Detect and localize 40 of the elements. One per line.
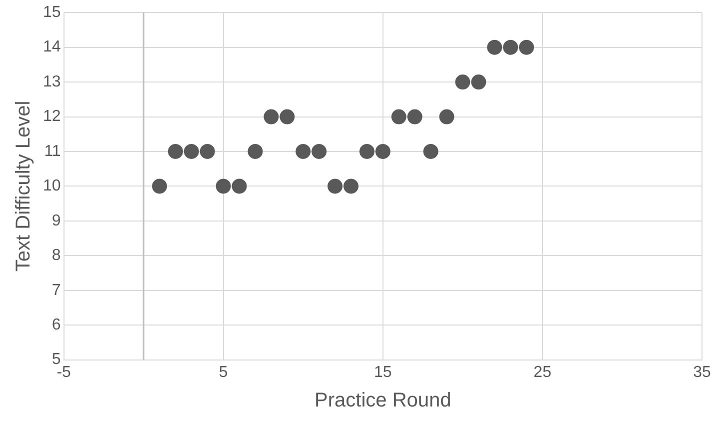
y-axis-title: Text Difficulty Level [12,100,35,272]
y-tick-label: 13 [43,73,61,90]
point [455,74,470,90]
point [471,74,486,90]
point [407,109,422,124]
y-tick-label: 10 [43,178,61,195]
y-tick-label: 11 [44,142,61,160]
y-tick-label: 14 [43,38,61,56]
point [503,40,518,55]
y-tick-label: 6 [52,316,61,334]
point [359,144,374,159]
x-tick-label: 25 [534,364,552,381]
y-tick-label: 15 [43,4,61,22]
point [280,109,295,124]
point [343,178,358,194]
y-tick-label: 7 [52,282,61,299]
point [248,144,263,159]
x-axis-title: Practice Round [314,390,452,412]
point [216,178,231,194]
y-tick-label: 8 [52,247,61,264]
point [232,178,247,194]
point [518,40,534,55]
point [152,178,168,194]
x-tick-label: 15 [374,364,392,381]
point [328,178,343,194]
point [296,144,311,159]
point [184,144,199,159]
x-tick-label: 5 [218,364,228,381]
x-tick-label: 35 [693,364,711,381]
point [375,144,390,159]
point [439,109,454,124]
point [200,144,215,159]
point [312,144,327,159]
point [423,144,438,159]
point [391,109,406,124]
y-tick-label: 9 [52,212,61,230]
y-tick-label: 12 [43,108,61,126]
point [487,40,502,55]
point [168,144,183,159]
point [264,109,279,124]
